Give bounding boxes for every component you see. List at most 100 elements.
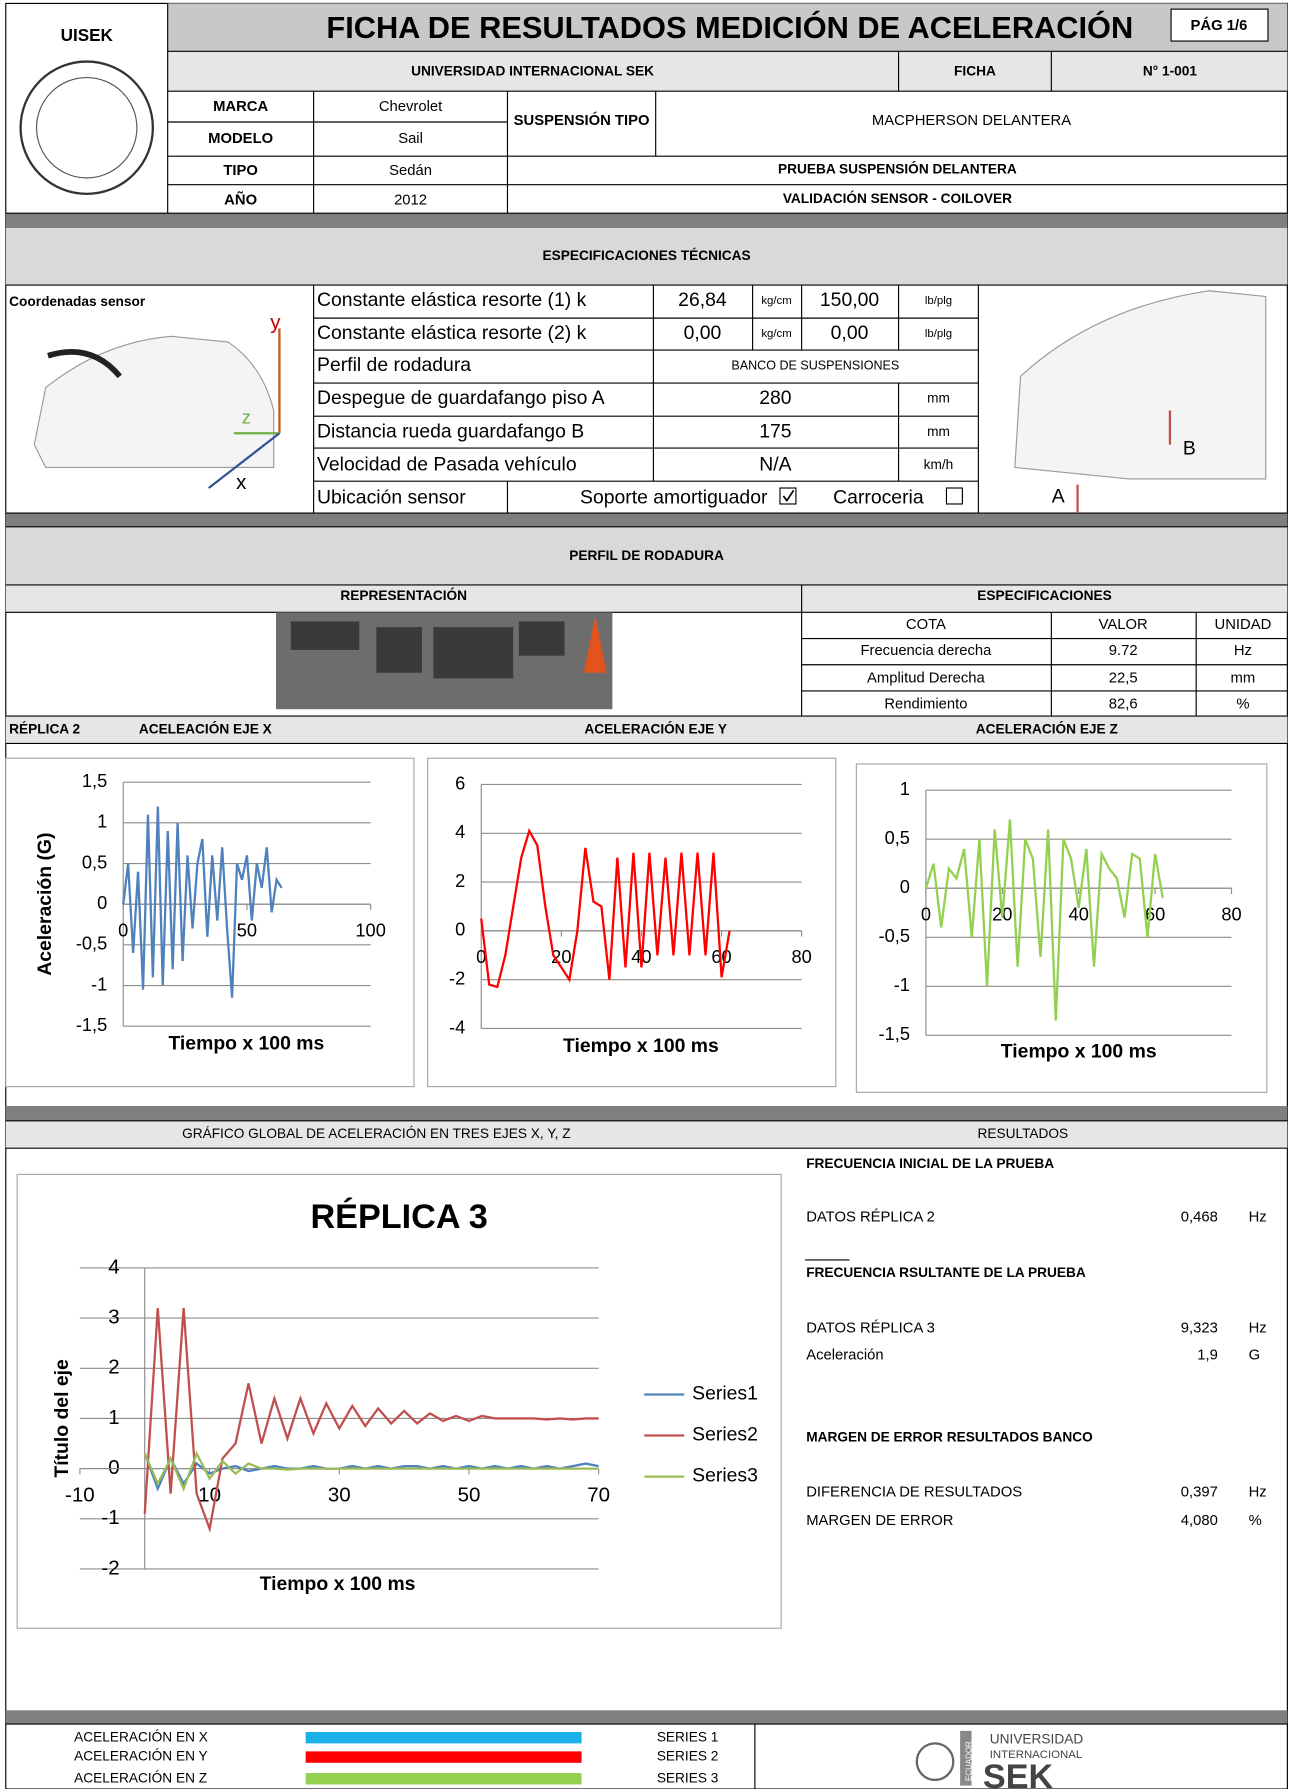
label: B xyxy=(1183,437,1196,459)
y-axis-label: Aceleración (G) xyxy=(34,833,56,976)
label: Amplitud Derecha xyxy=(867,670,985,686)
label: km/h xyxy=(924,457,954,472)
label: Velocidad de Pasada vehículo xyxy=(317,453,577,475)
label: z xyxy=(242,406,251,427)
legend-bar xyxy=(306,1732,582,1743)
x-tick-label: 30 xyxy=(328,1483,351,1506)
label: MACPHERSON DELANTERA xyxy=(872,113,1071,129)
label: Chevrolet xyxy=(379,99,442,115)
label: Frecuencia derecha xyxy=(860,643,992,659)
chart-frame xyxy=(17,1174,781,1628)
chart-title: RÉPLICA 3 xyxy=(310,1196,487,1236)
label: 0,00 xyxy=(831,322,869,344)
label: Distancia rueda guardafango B xyxy=(317,420,584,442)
label: SERIES 1 xyxy=(657,1729,719,1744)
label: UISEK xyxy=(61,26,114,45)
label: DATOS RÉPLICA 2 xyxy=(806,1209,935,1226)
label: UNIVERSIDAD INTERNACIONAL SEK xyxy=(411,63,654,78)
label: Carroceria xyxy=(833,486,924,508)
label: MARGEN DE ERROR xyxy=(806,1513,954,1529)
label: 175 xyxy=(759,420,791,442)
label: Sail xyxy=(398,131,423,147)
label: DIFERENCIA DE RESULTADOS xyxy=(806,1484,1022,1500)
label: ACELERACIÓN EN Y xyxy=(74,1749,207,1764)
y-tick-label: -2 xyxy=(449,967,465,988)
x-tick-label: 0 xyxy=(118,919,128,940)
x-tick-label: 70 xyxy=(587,1483,610,1506)
label: % xyxy=(1249,1513,1262,1529)
x-axis-label: Tiempo x 100 ms xyxy=(1001,1041,1157,1063)
label: lb/plg xyxy=(925,295,952,307)
x-tick-label: 100 xyxy=(355,919,385,940)
y-tick-label: 0 xyxy=(97,892,107,913)
x-tick-label: 80 xyxy=(791,946,811,967)
y-tick-label: -0,5 xyxy=(879,925,910,946)
label: Despegue de guardafango piso A xyxy=(317,387,605,409)
y-tick-label: -2 xyxy=(101,1556,119,1579)
x-tick-label: 80 xyxy=(1221,903,1241,924)
label: GRÁFICO GLOBAL DE ACELERACIÓN EN TRES EJ… xyxy=(182,1126,570,1141)
label: N° 1-001 xyxy=(1143,63,1198,78)
y-tick-label: 4 xyxy=(108,1255,119,1278)
label: ECUADOR xyxy=(964,1741,973,1781)
label: MODELO xyxy=(208,131,273,147)
x-tick-label: 50 xyxy=(458,1483,481,1506)
label: 150,00 xyxy=(820,289,879,311)
x-tick-label: 0 xyxy=(921,903,931,924)
y-tick-label: -1,5 xyxy=(76,1014,107,1035)
label: SEK xyxy=(983,1758,1054,1789)
label: TIPO xyxy=(223,163,258,179)
y-tick-label: -1 xyxy=(91,973,107,994)
label: 22,5 xyxy=(1109,670,1138,686)
label: Sedán xyxy=(389,163,432,179)
legend-bar xyxy=(306,1773,582,1784)
label: 2012 xyxy=(394,193,427,209)
label: VALIDACIÓN SENSOR - COILOVER xyxy=(783,191,1012,206)
label: Rendimiento xyxy=(884,697,967,713)
y-tick-label: 0 xyxy=(455,919,465,940)
label: y xyxy=(270,311,281,334)
label: G xyxy=(1249,1348,1261,1364)
label: MARGEN DE ERROR RESULTADOS BANCO xyxy=(806,1429,1093,1444)
label: PRUEBA SUSPENSIÓN DELANTERA xyxy=(778,162,1017,177)
y-tick-label: -1 xyxy=(101,1506,119,1529)
label: mm xyxy=(1231,670,1256,686)
label: 0,00 xyxy=(684,322,722,344)
label: Hz xyxy=(1249,1210,1267,1226)
label: AÑO xyxy=(224,191,257,209)
label: mm xyxy=(927,391,950,406)
label: 0,397 xyxy=(1181,1484,1218,1500)
separator-bar xyxy=(6,1710,1288,1724)
label: 26,84 xyxy=(678,289,727,311)
label: Hz xyxy=(1234,643,1252,659)
label: 0,468 xyxy=(1181,1210,1218,1226)
y-tick-label: 1,5 xyxy=(82,770,107,791)
chart-title: ACELERACIÓN EJE Y xyxy=(584,721,727,736)
label: FICHA xyxy=(954,63,996,78)
label: Hz xyxy=(1249,1320,1267,1336)
label: lb/plg xyxy=(925,328,952,340)
x-tick-label: 50 xyxy=(237,919,257,940)
y-tick-label: -0,5 xyxy=(76,933,107,954)
label: A xyxy=(1052,485,1065,507)
label: mm xyxy=(927,424,950,439)
label: REPRESENTACIÓN xyxy=(340,588,467,603)
y-tick-label: -1,5 xyxy=(879,1023,910,1044)
label: DATOS RÉPLICA 3 xyxy=(806,1319,935,1336)
label: ESPECIFICACIONES xyxy=(977,588,1111,603)
label: 4,080 xyxy=(1181,1513,1218,1529)
separator-bar xyxy=(6,1106,1288,1121)
label: Perfil de rodadura xyxy=(317,354,471,376)
label: 280 xyxy=(759,387,792,409)
y-tick-label: 2 xyxy=(108,1356,119,1379)
y-tick-label: 1 xyxy=(900,778,910,799)
label: Coordenadas sensor xyxy=(9,294,146,309)
document: UISEKFICHA DE RESULTADOS MEDICIÓN DE ACE… xyxy=(0,0,1292,1789)
y-tick-label: -1 xyxy=(894,974,910,995)
y-tick-label: 0 xyxy=(900,876,910,897)
legend-label: Series1 xyxy=(692,1383,758,1405)
label: % xyxy=(1236,697,1249,713)
label: ESPECIFICACIONES TÉCNICAS xyxy=(542,248,750,263)
label: RESULTADOS xyxy=(978,1126,1069,1141)
label: N/A xyxy=(759,453,791,475)
